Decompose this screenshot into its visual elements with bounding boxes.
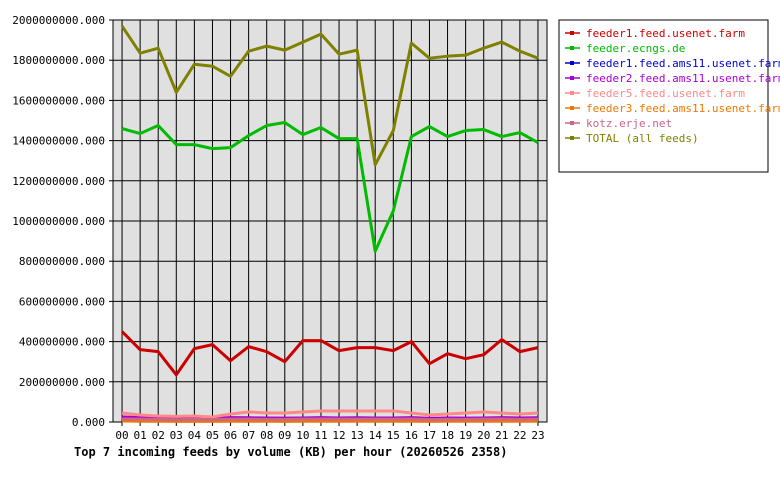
- x-tick-label: 01: [134, 429, 147, 442]
- x-tick-label: 16: [405, 429, 418, 442]
- legend-label: feeder3.feed.ams11.usenet.farm: [586, 102, 780, 115]
- y-tick-label: 1800000000.000: [12, 54, 105, 67]
- x-tick-label: 04: [188, 429, 202, 442]
- x-tick-label: 20: [477, 429, 490, 442]
- y-tick-label: 800000000.000: [19, 255, 105, 268]
- legend-marker: [570, 121, 574, 125]
- legend-label: feeder.ecngs.de: [586, 42, 685, 55]
- legend-marker: [570, 31, 574, 35]
- x-tick-label: 15: [387, 429, 400, 442]
- x-tick-label: 14: [369, 429, 383, 442]
- y-tick-label: 400000000.000: [19, 336, 105, 349]
- x-tick-label: 12: [332, 429, 345, 442]
- y-tick-label: 1600000000.000: [12, 94, 105, 107]
- legend-label: feeder5.feed.usenet.farm: [586, 87, 745, 100]
- x-tick-label: 21: [495, 429, 508, 442]
- x-tick-label: 00: [115, 429, 128, 442]
- legend-label: feeder1.feed.usenet.farm: [586, 27, 745, 40]
- legend-marker: [570, 136, 574, 140]
- y-tick-label: 600000000.000: [19, 295, 105, 308]
- x-tick-label: 08: [260, 429, 273, 442]
- x-tick-label: 11: [314, 429, 327, 442]
- x-tick-label: 17: [423, 429, 436, 442]
- x-tick-label: 05: [206, 429, 219, 442]
- x-tick-label: 06: [224, 429, 237, 442]
- legend-marker: [570, 76, 574, 80]
- legend-marker: [570, 91, 574, 95]
- legend-label: feeder2.feed.ams11.usenet.farm: [586, 72, 780, 85]
- series-line: [122, 419, 538, 420]
- x-tick-label: 22: [513, 429, 526, 442]
- legend-marker: [570, 46, 574, 50]
- y-tick-label: 1400000000.000: [12, 135, 105, 148]
- x-tick-label: 07: [242, 429, 255, 442]
- x-tick-label: 23: [531, 429, 544, 442]
- x-tick-label: 09: [278, 429, 291, 442]
- legend-label: kotz.erje.net: [586, 117, 672, 130]
- x-tick-label: 13: [351, 429, 364, 442]
- chart-title: Top 7 incoming feeds by volume (KB) per …: [74, 445, 507, 459]
- y-axis-ticks: 0.000 200000000.000 400000000.000 600000000…: [12, 14, 113, 429]
- legend-marker: [570, 106, 574, 110]
- x-tick-label: 02: [152, 429, 165, 442]
- x-tick-label: 03: [170, 429, 183, 442]
- y-tick-label: 2000000000.000: [12, 14, 105, 27]
- x-tick-label: 10: [296, 429, 309, 442]
- y-tick-label: 200000000.000: [19, 376, 105, 389]
- x-tick-label: 19: [459, 429, 472, 442]
- legend-label: feeder1.feed.ams11.usenet.farm: [586, 57, 780, 70]
- y-tick-label: 1000000000.000: [12, 215, 105, 228]
- x-axis-ticks: 00 01 02 03 04 05 06 07 08 09 10 11 12 13 14 15 16 17 18 19…: [115, 422, 544, 442]
- legend-label: TOTAL (all feeds): [586, 132, 699, 145]
- y-tick-label: 0.000: [72, 416, 105, 429]
- y-tick-label: 1200000000.000: [12, 175, 105, 188]
- x-tick-label: 18: [441, 429, 454, 442]
- legend-marker: [570, 61, 574, 65]
